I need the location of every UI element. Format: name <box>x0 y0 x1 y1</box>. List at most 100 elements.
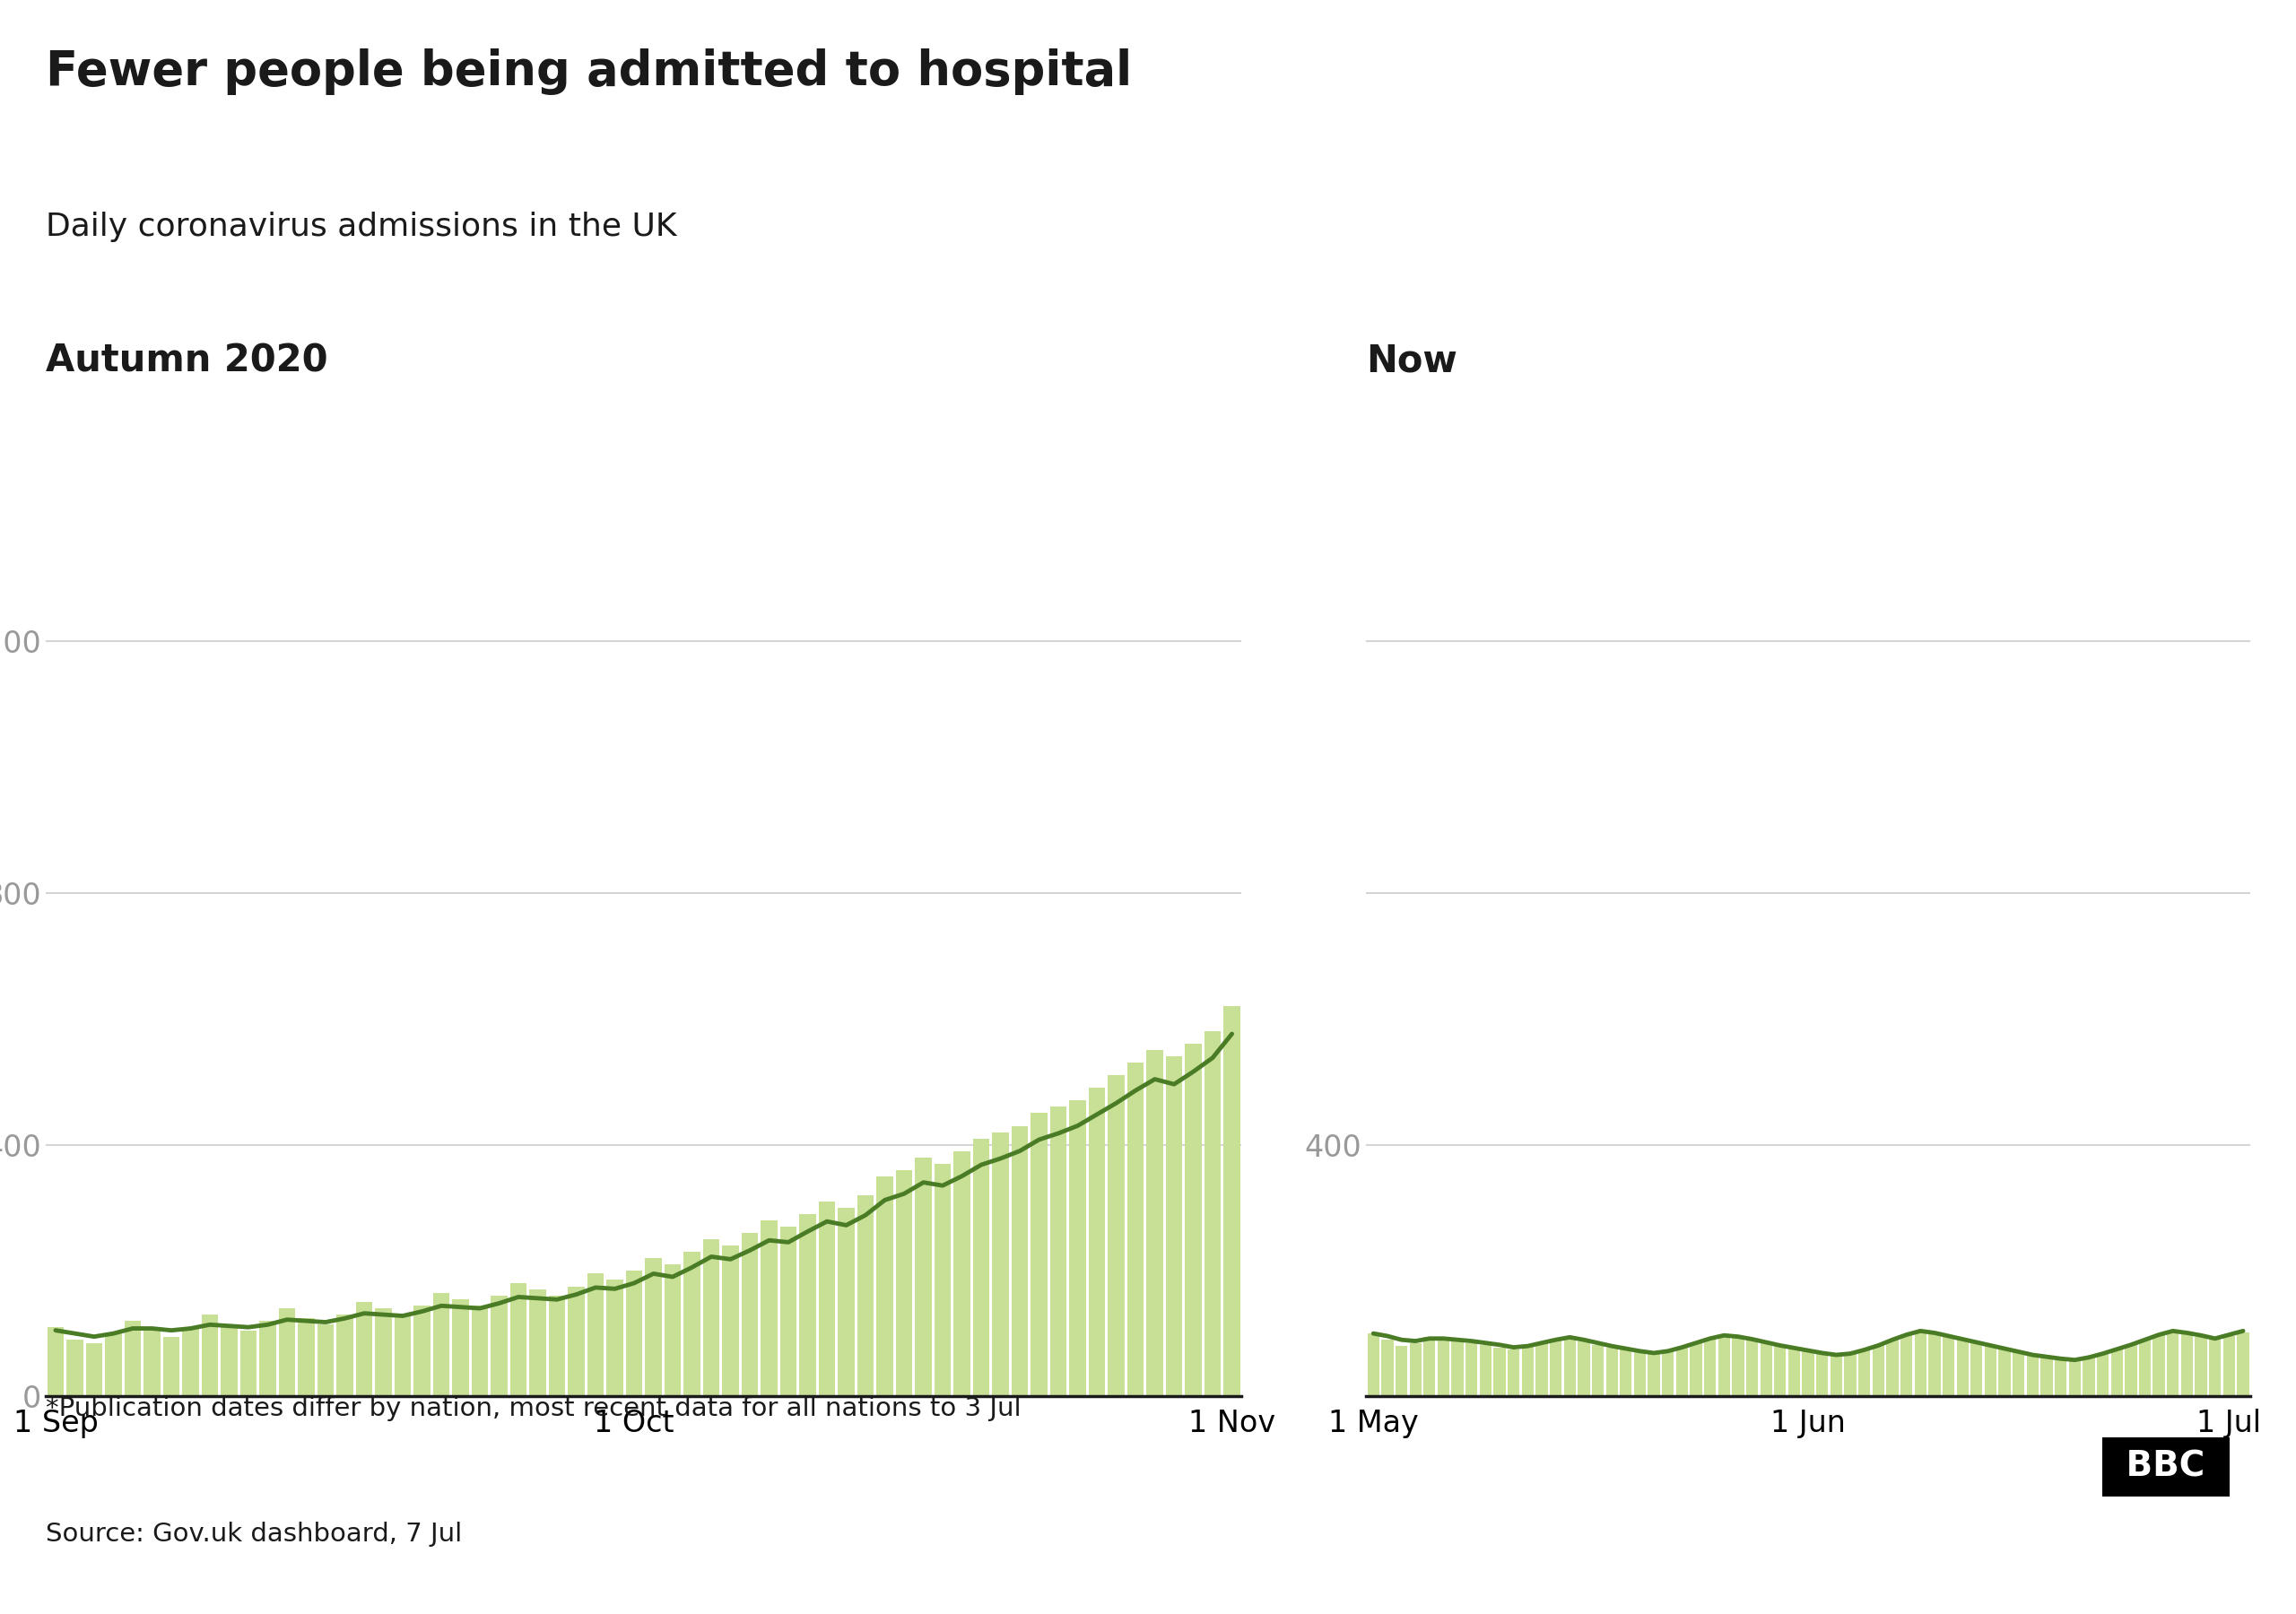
Bar <box>259 1320 276 1396</box>
Text: Daily coronavirus admissions in the UK: Daily coronavirus admissions in the UK <box>46 211 677 242</box>
Bar <box>953 1151 971 1396</box>
Bar <box>1479 1344 1492 1396</box>
Bar <box>1522 1346 1534 1396</box>
Bar <box>67 1340 83 1396</box>
Bar <box>1465 1343 1479 1396</box>
Bar <box>916 1157 932 1396</box>
Bar <box>317 1323 333 1396</box>
Bar <box>2209 1340 2220 1396</box>
Bar <box>241 1330 257 1396</box>
Bar <box>2140 1340 2151 1396</box>
Bar <box>1146 1051 1164 1396</box>
Bar <box>1550 1340 1561 1396</box>
Bar <box>1816 1354 1828 1396</box>
Bar <box>645 1257 661 1396</box>
Bar <box>491 1296 507 1396</box>
Bar <box>1901 1335 1913 1396</box>
Text: Now: Now <box>1366 342 1458 379</box>
Bar <box>1437 1338 1449 1396</box>
Bar <box>1013 1127 1029 1396</box>
Bar <box>2124 1344 2138 1396</box>
Bar <box>2082 1357 2094 1396</box>
Bar <box>1508 1349 1520 1396</box>
Text: Source: Gov.uk dashboard, 7 Jul: Source: Gov.uk dashboard, 7 Jul <box>46 1522 461 1546</box>
Bar <box>1871 1344 1885 1396</box>
Bar <box>1942 1336 1954 1396</box>
Bar <box>2167 1330 2179 1396</box>
Bar <box>85 1343 103 1396</box>
Bar <box>530 1290 546 1396</box>
Text: Fewer people being admitted to hospital: Fewer people being admitted to hospital <box>46 48 1132 95</box>
Text: BBC: BBC <box>2115 1449 2218 1483</box>
Bar <box>1649 1354 1660 1396</box>
Bar <box>549 1296 565 1396</box>
Bar <box>1857 1349 1871 1396</box>
Bar <box>2069 1361 2080 1396</box>
Bar <box>1070 1101 1086 1396</box>
Bar <box>356 1302 372 1396</box>
Bar <box>1088 1088 1104 1396</box>
Bar <box>2027 1356 2039 1396</box>
Bar <box>471 1306 489 1396</box>
Bar <box>1747 1340 1759 1396</box>
Bar <box>1577 1341 1589 1396</box>
Bar <box>877 1177 893 1396</box>
Bar <box>567 1286 585 1396</box>
Bar <box>1205 1031 1221 1396</box>
Bar <box>1424 1336 1435 1396</box>
Bar <box>1368 1333 1380 1396</box>
Bar <box>1998 1349 2011 1396</box>
Bar <box>452 1299 468 1396</box>
Bar <box>1984 1346 1998 1396</box>
Bar <box>1915 1330 1926 1396</box>
Bar <box>2041 1357 2053 1396</box>
Bar <box>684 1252 700 1396</box>
Bar <box>2014 1353 2025 1396</box>
Bar <box>181 1327 200 1396</box>
Bar <box>1704 1338 1715 1396</box>
Bar <box>723 1246 739 1396</box>
Bar <box>1775 1346 1786 1396</box>
Bar <box>1605 1348 1619 1396</box>
Bar <box>1789 1349 1800 1396</box>
Bar <box>1662 1351 1674 1396</box>
Bar <box>2055 1359 2066 1396</box>
Bar <box>1802 1351 1814 1396</box>
Bar <box>1887 1340 1899 1396</box>
Bar <box>1690 1343 1701 1396</box>
Bar <box>1109 1075 1125 1396</box>
Bar <box>1731 1336 1745 1396</box>
Bar <box>202 1314 218 1396</box>
Bar <box>106 1333 122 1396</box>
Bar <box>627 1270 643 1396</box>
Bar <box>895 1170 912 1396</box>
Bar <box>48 1327 64 1396</box>
Bar <box>703 1240 719 1396</box>
Bar <box>1127 1062 1143 1396</box>
Bar <box>1564 1336 1575 1396</box>
Bar <box>820 1201 836 1396</box>
Bar <box>2154 1335 2165 1396</box>
Bar <box>338 1314 354 1396</box>
Bar <box>2181 1333 2193 1396</box>
Bar <box>278 1309 296 1396</box>
Bar <box>1049 1107 1068 1396</box>
Bar <box>510 1283 526 1396</box>
Text: *Publication dates differ by nation, most recent data for all nations to 3 Jul: *Publication dates differ by nation, mos… <box>46 1396 1022 1422</box>
Bar <box>413 1306 429 1396</box>
Bar <box>1536 1343 1548 1396</box>
Bar <box>1451 1341 1463 1396</box>
Bar <box>1185 1044 1201 1396</box>
Bar <box>1621 1349 1632 1396</box>
Bar <box>124 1320 140 1396</box>
Bar <box>1635 1353 1646 1396</box>
Bar <box>298 1317 315 1396</box>
Bar <box>799 1214 815 1396</box>
Bar <box>2096 1354 2108 1396</box>
Bar <box>2223 1336 2234 1396</box>
Bar <box>992 1131 1008 1396</box>
Bar <box>2110 1349 2124 1396</box>
Bar <box>742 1233 758 1396</box>
Bar <box>1676 1348 1688 1396</box>
Bar <box>1396 1346 1407 1396</box>
